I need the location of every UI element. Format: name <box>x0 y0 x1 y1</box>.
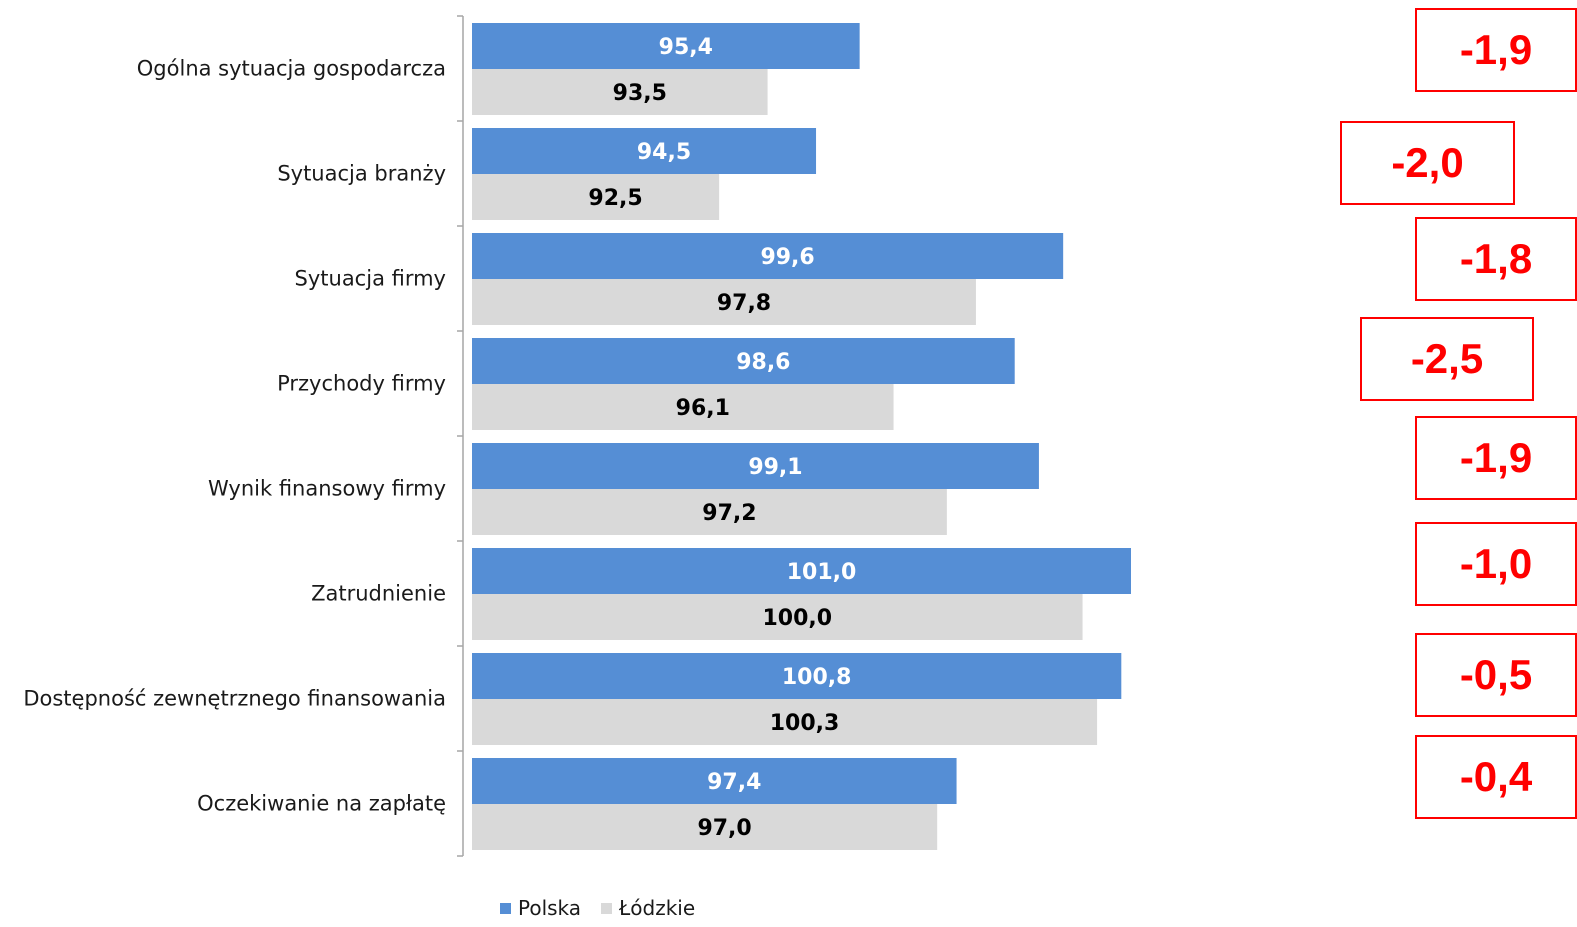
data-label-polska: 99,6 <box>760 245 814 270</box>
bar-polska <box>472 128 817 174</box>
legend-swatch-polska <box>500 902 511 914</box>
difference-box: -0,4 <box>1415 735 1577 819</box>
data-label-lodzkie: 92,5 <box>588 186 642 211</box>
bar-lodzkie <box>472 174 720 220</box>
category-label: Zatrudnienie <box>311 582 446 606</box>
difference-box: -0,5 <box>1415 633 1577 717</box>
data-label-lodzkie: 96,1 <box>676 396 730 421</box>
difference-value: -0,4 <box>1459 753 1533 800</box>
difference-value: -1,9 <box>1459 26 1533 73</box>
data-label-polska: 101,0 <box>787 560 857 585</box>
bar-polska <box>472 758 957 804</box>
bar-lodzkie <box>472 699 1098 745</box>
category-label: Przychody firmy <box>277 372 446 396</box>
data-label-polska: 98,6 <box>736 350 790 375</box>
data-label-polska: 99,1 <box>748 455 802 480</box>
difference-value: -1,0 <box>1459 540 1533 587</box>
legend-swatch-lodzkie <box>601 902 613 914</box>
difference-box: -1,9 <box>1415 8 1577 92</box>
difference-value: -2,5 <box>1410 335 1484 382</box>
category-label: Sytuacja branży <box>277 162 446 186</box>
legend: Polska Łódzkie <box>500 896 695 920</box>
data-label-polska: 100,8 <box>782 665 852 690</box>
bar-lodzkie <box>472 69 768 115</box>
category-label: Dostępność zewnętrznego finansowania <box>23 687 446 711</box>
legend-item-polska: Polska <box>500 896 581 920</box>
data-label-lodzkie: 93,5 <box>613 81 667 106</box>
difference-value: -0,5 <box>1459 651 1533 698</box>
bar-lodzkie <box>472 279 976 325</box>
data-label-lodzkie: 100,0 <box>762 606 832 631</box>
data-label-polska: 97,4 <box>707 770 761 795</box>
data-label-lodzkie: 97,8 <box>717 291 771 316</box>
bar-lodzkie <box>472 594 1083 640</box>
data-label-polska: 94,5 <box>637 140 691 165</box>
category-label: Oczekiwanie na zapłatę <box>197 792 446 816</box>
bar-lodzkie <box>472 489 947 535</box>
bar-lodzkie <box>472 804 938 850</box>
difference-box: -1,0 <box>1415 522 1577 606</box>
bar-polska <box>472 548 1131 594</box>
bar-polska <box>472 653 1122 699</box>
legend-label-polska: Polska <box>518 896 582 920</box>
difference-box: -1,8 <box>1415 217 1577 301</box>
data-label-lodzkie: 97,0 <box>697 816 751 841</box>
data-label-lodzkie: 97,2 <box>702 501 756 526</box>
bar-polska <box>472 23 860 69</box>
bar-polska <box>472 338 1015 384</box>
difference-box: -2,5 <box>1360 317 1534 401</box>
difference-value: -1,9 <box>1459 434 1533 481</box>
data-label-lodzkie: 100,3 <box>770 711 840 736</box>
difference-value: -1,8 <box>1459 235 1533 282</box>
bar-polska <box>472 443 1039 489</box>
bar-polska <box>472 233 1064 279</box>
difference-value: -2,0 <box>1391 139 1464 186</box>
bar-lodzkie <box>472 384 894 430</box>
difference-box: -1,9 <box>1415 416 1577 500</box>
data-label-polska: 95,4 <box>659 35 713 60</box>
difference-box: -2,0 <box>1340 121 1515 205</box>
legend-item-lodzkie: Łódzkie <box>601 896 695 920</box>
category-label: Wynik finansowy firmy <box>208 477 446 501</box>
category-label: Ogólna sytuacja gospodarcza <box>137 57 446 81</box>
legend-label-lodzkie: Łódzkie <box>619 896 696 920</box>
category-label: Sytuacja firmy <box>295 267 446 291</box>
